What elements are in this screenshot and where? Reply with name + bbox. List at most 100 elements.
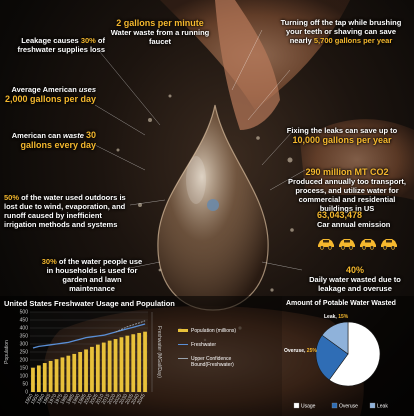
x-tick-label: 1980 (59, 393, 70, 406)
x-tick-label: 1955 (30, 393, 41, 406)
population-bar (107, 340, 112, 392)
y-tick-label: 300 (20, 342, 29, 348)
x-tick-label: 1975 (53, 393, 64, 406)
household-use-callout: 30% of the water people use in household… (40, 257, 144, 293)
y-tick-label: 500 (20, 310, 29, 316)
x-tick-label: 2010 (95, 393, 106, 406)
x-tick-label: 2030 (118, 393, 129, 406)
faucet-waste-callout: 2 gallons per minute Water waste from a … (100, 18, 220, 46)
population-bar (95, 344, 100, 392)
x-tick-label: 1985 (65, 393, 76, 406)
upper-bound-line (115, 320, 146, 333)
population-bar (84, 349, 88, 392)
palm-hand (215, 0, 280, 130)
population-bar (66, 355, 71, 392)
daily-waste-callout: American can waste 30 gallons every day (4, 130, 96, 150)
daily-waste-verb: waste (63, 131, 84, 140)
car-icon-row (316, 236, 406, 250)
drop-highlight (186, 156, 206, 204)
average-use-prefix: Average American (11, 85, 79, 94)
daily-loss-text: Daily water wasted due to leakage and ov… (309, 275, 401, 293)
daily-waste-prefix: American can (11, 131, 64, 140)
co2-callout: 290 million MT CO2 Produced annually too… (284, 167, 410, 213)
x-tick-label: 2040 (130, 393, 141, 406)
x-tick-label: 1990 (71, 393, 82, 406)
faucet-waste-headline: 2 gallons per minute (116, 18, 204, 28)
pie-data-label: Overuse, 25% (284, 348, 317, 354)
legend-label: Freshwater (191, 342, 216, 348)
tap-off-amount: 5,700 gallons per year (313, 36, 393, 45)
x-tick-label: 2005 (89, 393, 100, 406)
legend-label: Overuse (339, 404, 358, 410)
population-bar (119, 337, 124, 392)
legend-swatch (293, 402, 300, 409)
daily-loss-percent: 40% (345, 265, 364, 275)
pie-data-label: Leak, 15% (324, 314, 349, 320)
population-bar (137, 332, 142, 392)
y-tick-label: 400 (20, 326, 29, 332)
y-tick-label: 100 (20, 374, 29, 380)
leakage-percent: 30% (80, 36, 96, 45)
population-bar (101, 342, 106, 392)
population-bar (60, 357, 65, 392)
fix-leaks-callout: Fixing the leaks can save up to 10,000 g… (282, 126, 402, 145)
y-tick-label: 350 (20, 334, 29, 340)
car-icon (339, 239, 355, 250)
population-bar (131, 334, 136, 392)
x-tick-label: 2000 (83, 393, 94, 406)
leader-lines (94, 29, 306, 271)
x-tick-label: 1965 (42, 393, 53, 406)
fix-leaks-amount: 10,000 gallons per year (292, 135, 392, 145)
car-icons (318, 239, 397, 250)
legend-swatch (331, 402, 338, 409)
legend-swatch (178, 329, 188, 332)
x-tick-label: 1950 (24, 393, 35, 406)
household-use-percent: 30% (41, 257, 57, 266)
co2-text: Produced annually too transport, process… (288, 177, 406, 213)
x-tick-label: 2015 (101, 393, 112, 406)
population-bar (78, 352, 83, 392)
average-use-amount: 2,000 gallons per day (4, 94, 96, 104)
population-bar (31, 367, 35, 392)
leakage-callout: Leakage causes 30% of freshwater supplie… (10, 36, 105, 54)
leakage-suffix: of freshwater supplies loss (17, 36, 105, 54)
car-emission-value: 63,043,478 (317, 210, 363, 220)
average-use-verb: uses (78, 85, 96, 94)
chart-title: United States Freshwater Usage and Popul… (4, 299, 175, 308)
legend-label: Leak (377, 404, 388, 410)
y-tick-label: 50 (22, 382, 28, 388)
car-icon (381, 239, 397, 250)
y-tick-label: 150 (20, 366, 29, 372)
fix-leaks-text: Fixing the leaks can save up to (286, 126, 398, 135)
car-emission-text: Car annual emission (317, 220, 391, 229)
x-tick-label: 1995 (77, 393, 88, 406)
population-bar (36, 365, 41, 392)
legend-label: Usage (301, 404, 316, 410)
x-tick-label: 2020 (107, 393, 118, 406)
right-fingers (300, 119, 414, 200)
wasted-water-chart: Amount of Potable Water Wasted Overuse, … (282, 296, 414, 416)
y-axis-label: Population (4, 340, 10, 364)
car-icon (360, 239, 376, 250)
population-bar (42, 363, 47, 392)
average-use-callout: Average American uses 2,000 gallons per … (4, 85, 96, 104)
outdoor-loss-percent: 50% (4, 193, 20, 202)
y-tick-label: 250 (20, 350, 29, 356)
population-bar (90, 346, 94, 392)
pie-slice-leak (321, 321, 349, 355)
population-bar (54, 359, 59, 392)
freshwater-population-chart: United States Freshwater Usage and Popul… (0, 296, 282, 416)
daily-loss-callout: 40% Daily water wasted due to leakage an… (300, 265, 410, 293)
pie-chart-plot: Overuse, 25% Leak, 15% Usage Overuse Leak (284, 314, 388, 410)
daily-waste-amount: 30 gallons every day (20, 130, 96, 150)
tap-off-text: Turning off the tap while brushing your … (280, 18, 402, 45)
car-icon (318, 239, 334, 250)
y-tick-label: 200 (20, 358, 29, 364)
outdoor-loss-text: of the water used outdoors is lost due t… (4, 193, 126, 229)
car-emission-callout: 63,043,478 Car annual emission (317, 210, 407, 229)
leakage-prefix: Leakage causes (21, 36, 81, 45)
x-tick-label: 2035 (124, 393, 135, 406)
x-tick-label: 2025 (112, 393, 123, 406)
pie-chart-title: Amount of Potable Water Wasted (286, 300, 396, 307)
